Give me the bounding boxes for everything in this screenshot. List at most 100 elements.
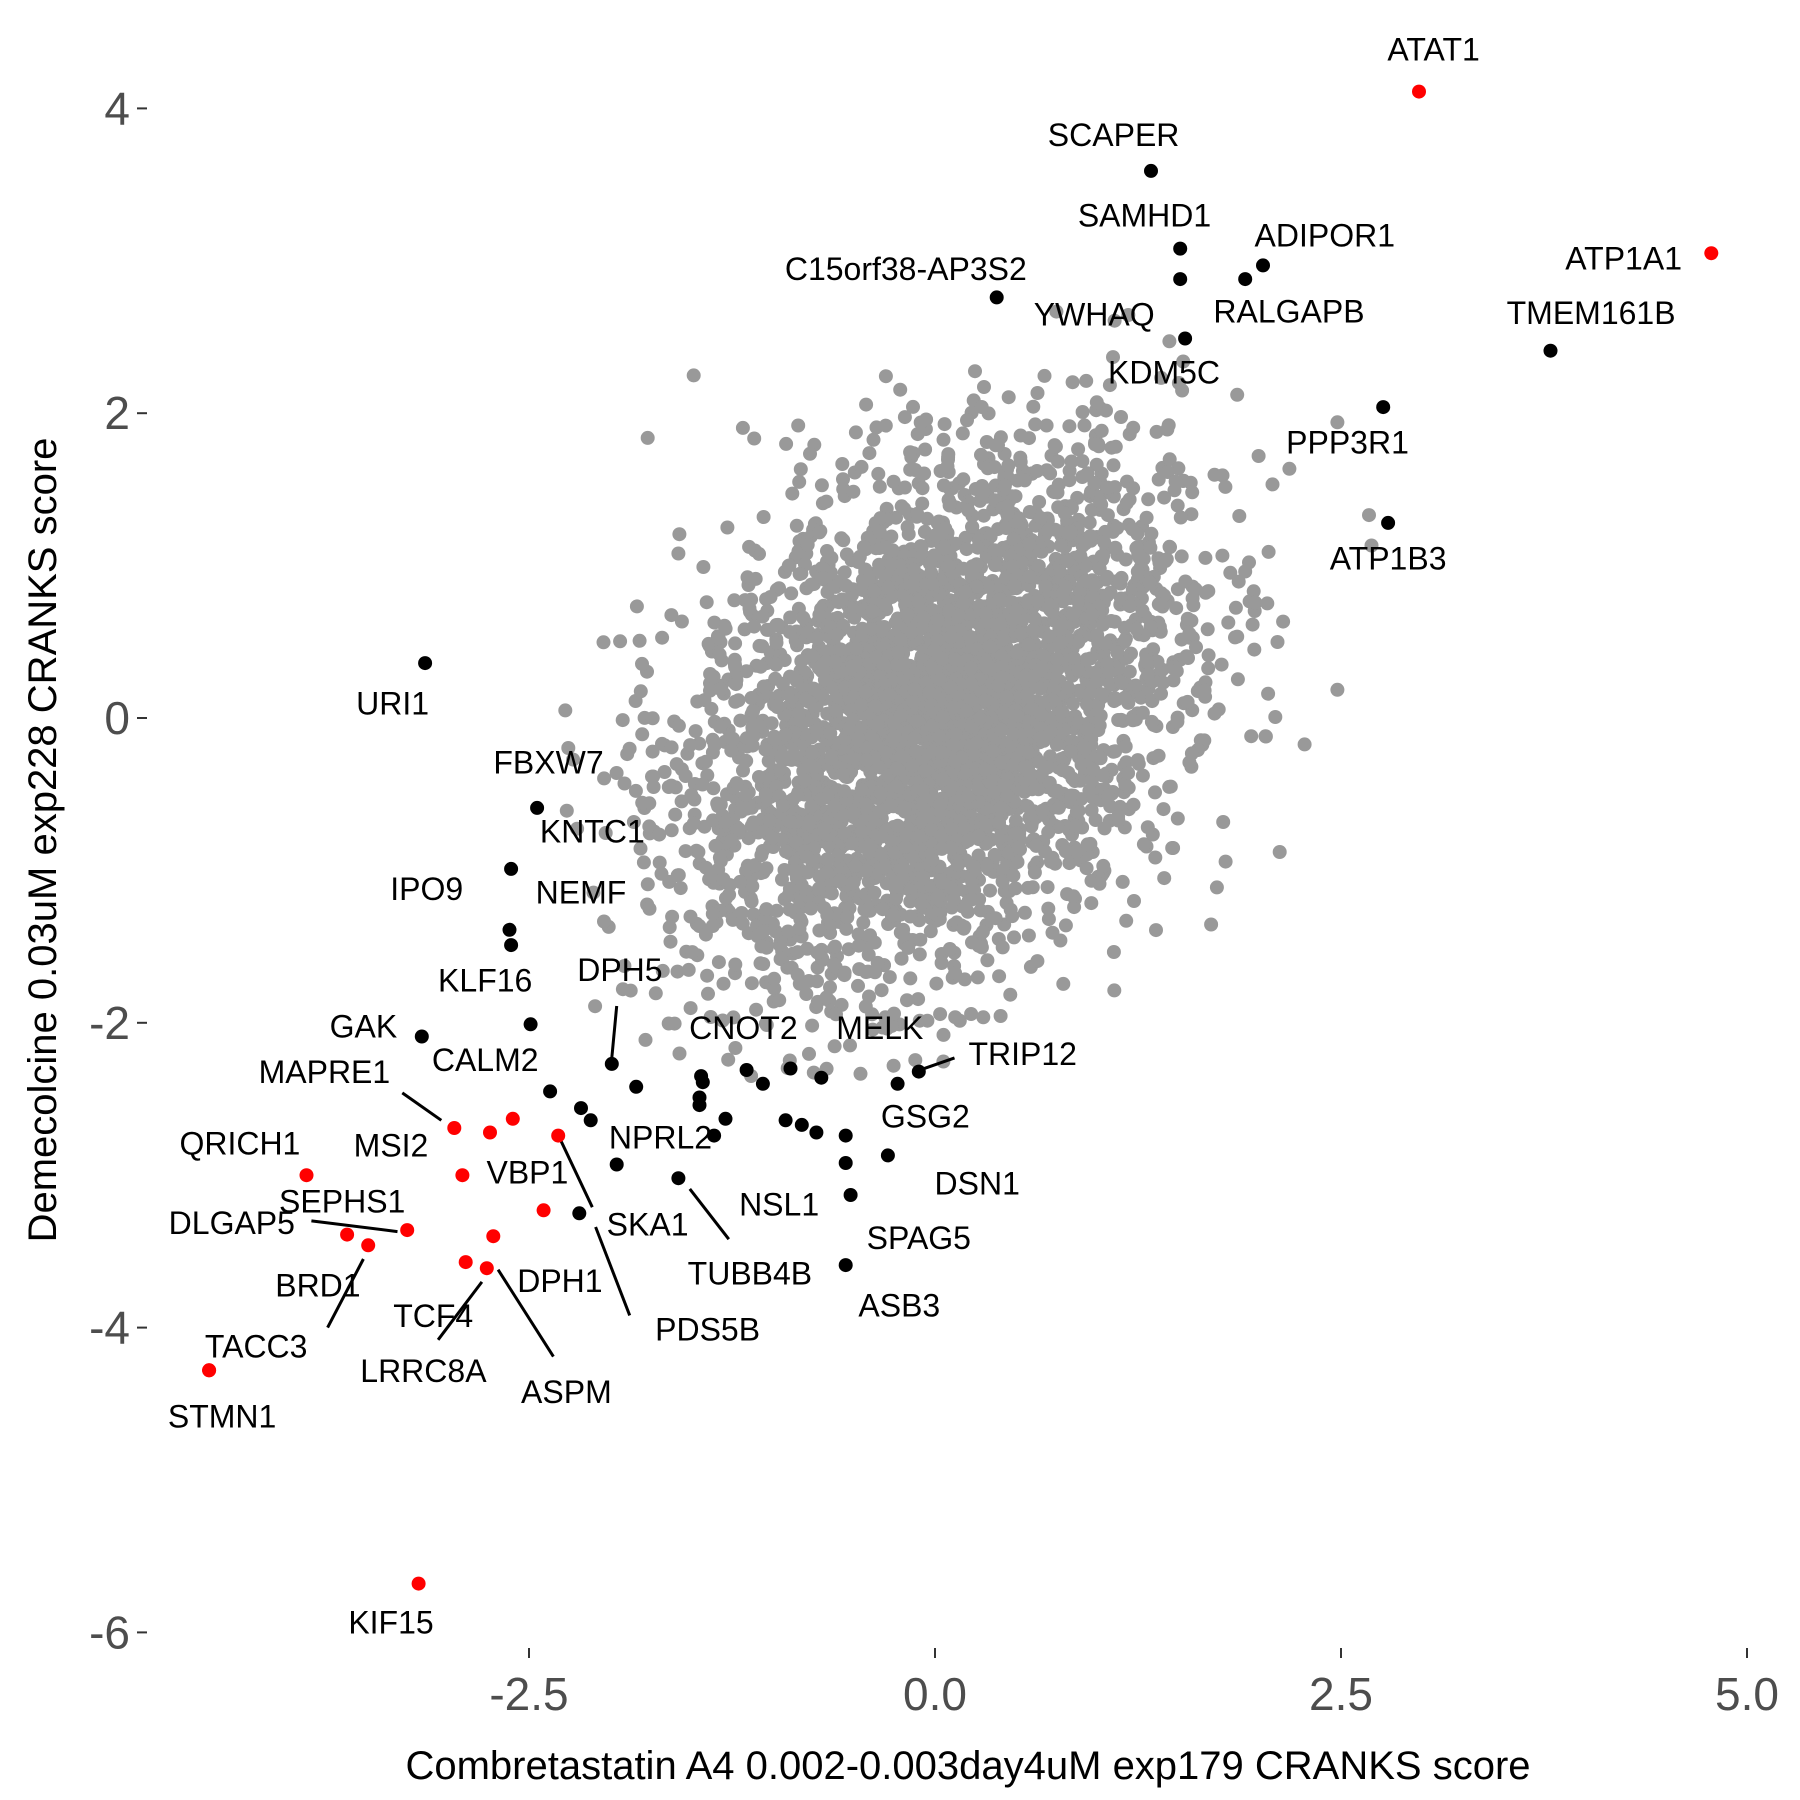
background-point [878,745,893,760]
background-point [804,799,819,813]
background-point [1135,705,1150,720]
background-point [615,713,630,728]
background-point [561,741,576,755]
highlight-point [551,1128,566,1143]
highlight-point [574,1101,588,1116]
gene-label-ska1: SKA1 [607,1206,689,1242]
background-point [664,740,679,755]
label-connector-pds5b [594,1226,632,1316]
background-point [866,432,881,447]
background-point [706,781,721,796]
background-point [865,604,880,619]
background-point [823,726,838,741]
background-point [1136,837,1151,852]
background-point [948,1010,963,1025]
background-point [950,858,965,873]
gene-label-cnot2: CNOT2 [689,1010,797,1046]
gene-label-ywhaq: YWHAQ [1034,297,1155,333]
background-point [1265,477,1280,492]
background-point [729,776,744,791]
highlighted-points [202,84,1719,1591]
background-point [1201,648,1216,663]
background-point [1026,399,1041,414]
background-point [1007,578,1022,593]
background-point [1020,745,1035,759]
background-point [910,427,925,442]
background-point [1005,909,1020,924]
background-point [789,518,804,533]
background-point [978,606,993,621]
background-point [1032,755,1047,770]
background-point [839,921,854,936]
point-spag5 [843,1188,858,1202]
background-point [1098,636,1113,651]
background-point [792,474,807,489]
background-point [805,649,820,663]
background-point [824,752,839,766]
background-point [1160,422,1175,437]
background-point [756,924,771,939]
background-point [905,850,920,865]
background-point [960,413,974,428]
background-point [869,736,883,751]
background-point [724,743,739,758]
background-point [769,635,784,650]
background-point [1049,737,1064,752]
background-point [1000,499,1015,514]
background-point [739,753,754,768]
background-point [865,1022,880,1037]
background-point [772,581,786,596]
background-point [686,816,701,831]
background-point [745,720,760,735]
background-point [1141,492,1156,507]
background-point [1051,800,1066,815]
background-point [812,525,827,540]
background-point [803,901,818,916]
background-point [1204,917,1219,932]
background-point [1065,771,1080,786]
background-point [1047,680,1062,695]
gene-label-dph1: DPH1 [517,1263,602,1299]
background-point [836,767,851,782]
background-point [598,826,613,840]
background-point [820,852,835,867]
background-point [668,807,683,822]
background-point [1047,438,1062,453]
background-point [961,503,976,518]
background-point [720,520,735,535]
background-point [1032,495,1047,509]
background-point [1110,521,1125,535]
background-point [739,788,754,803]
background-point [713,682,728,697]
background-point [846,484,861,499]
background-point [721,1052,736,1067]
background-point [1218,479,1233,494]
background-point [622,741,637,756]
background-point [1058,918,1073,933]
background-point [1362,508,1376,523]
background-point [970,970,985,985]
background-point [1099,403,1113,418]
x-tick-label: 5.0 [1715,1668,1779,1720]
background-point [665,909,680,924]
background-point [783,814,798,829]
background-point [995,940,1010,955]
background-point [722,887,737,902]
background-point [897,800,912,815]
background-point [655,963,670,978]
background-point [1022,569,1037,584]
background-point [931,890,946,904]
background-point [1139,654,1154,669]
background-point [1013,428,1028,443]
background-point [877,860,892,875]
gene-label-c15orf38-ap3s2: C15orf38-AP3S2 [785,251,1027,287]
point-adipor1 [1256,258,1270,273]
background-point [1126,797,1141,812]
background-point [1042,629,1057,644]
highlight-point [695,1075,710,1090]
gene-label-samhd1: SAMHD1 [1078,198,1211,234]
background-point [979,435,994,449]
gene-label-atat1: ATAT1 [1387,31,1479,67]
background-point [762,813,777,828]
background-point [775,872,789,887]
